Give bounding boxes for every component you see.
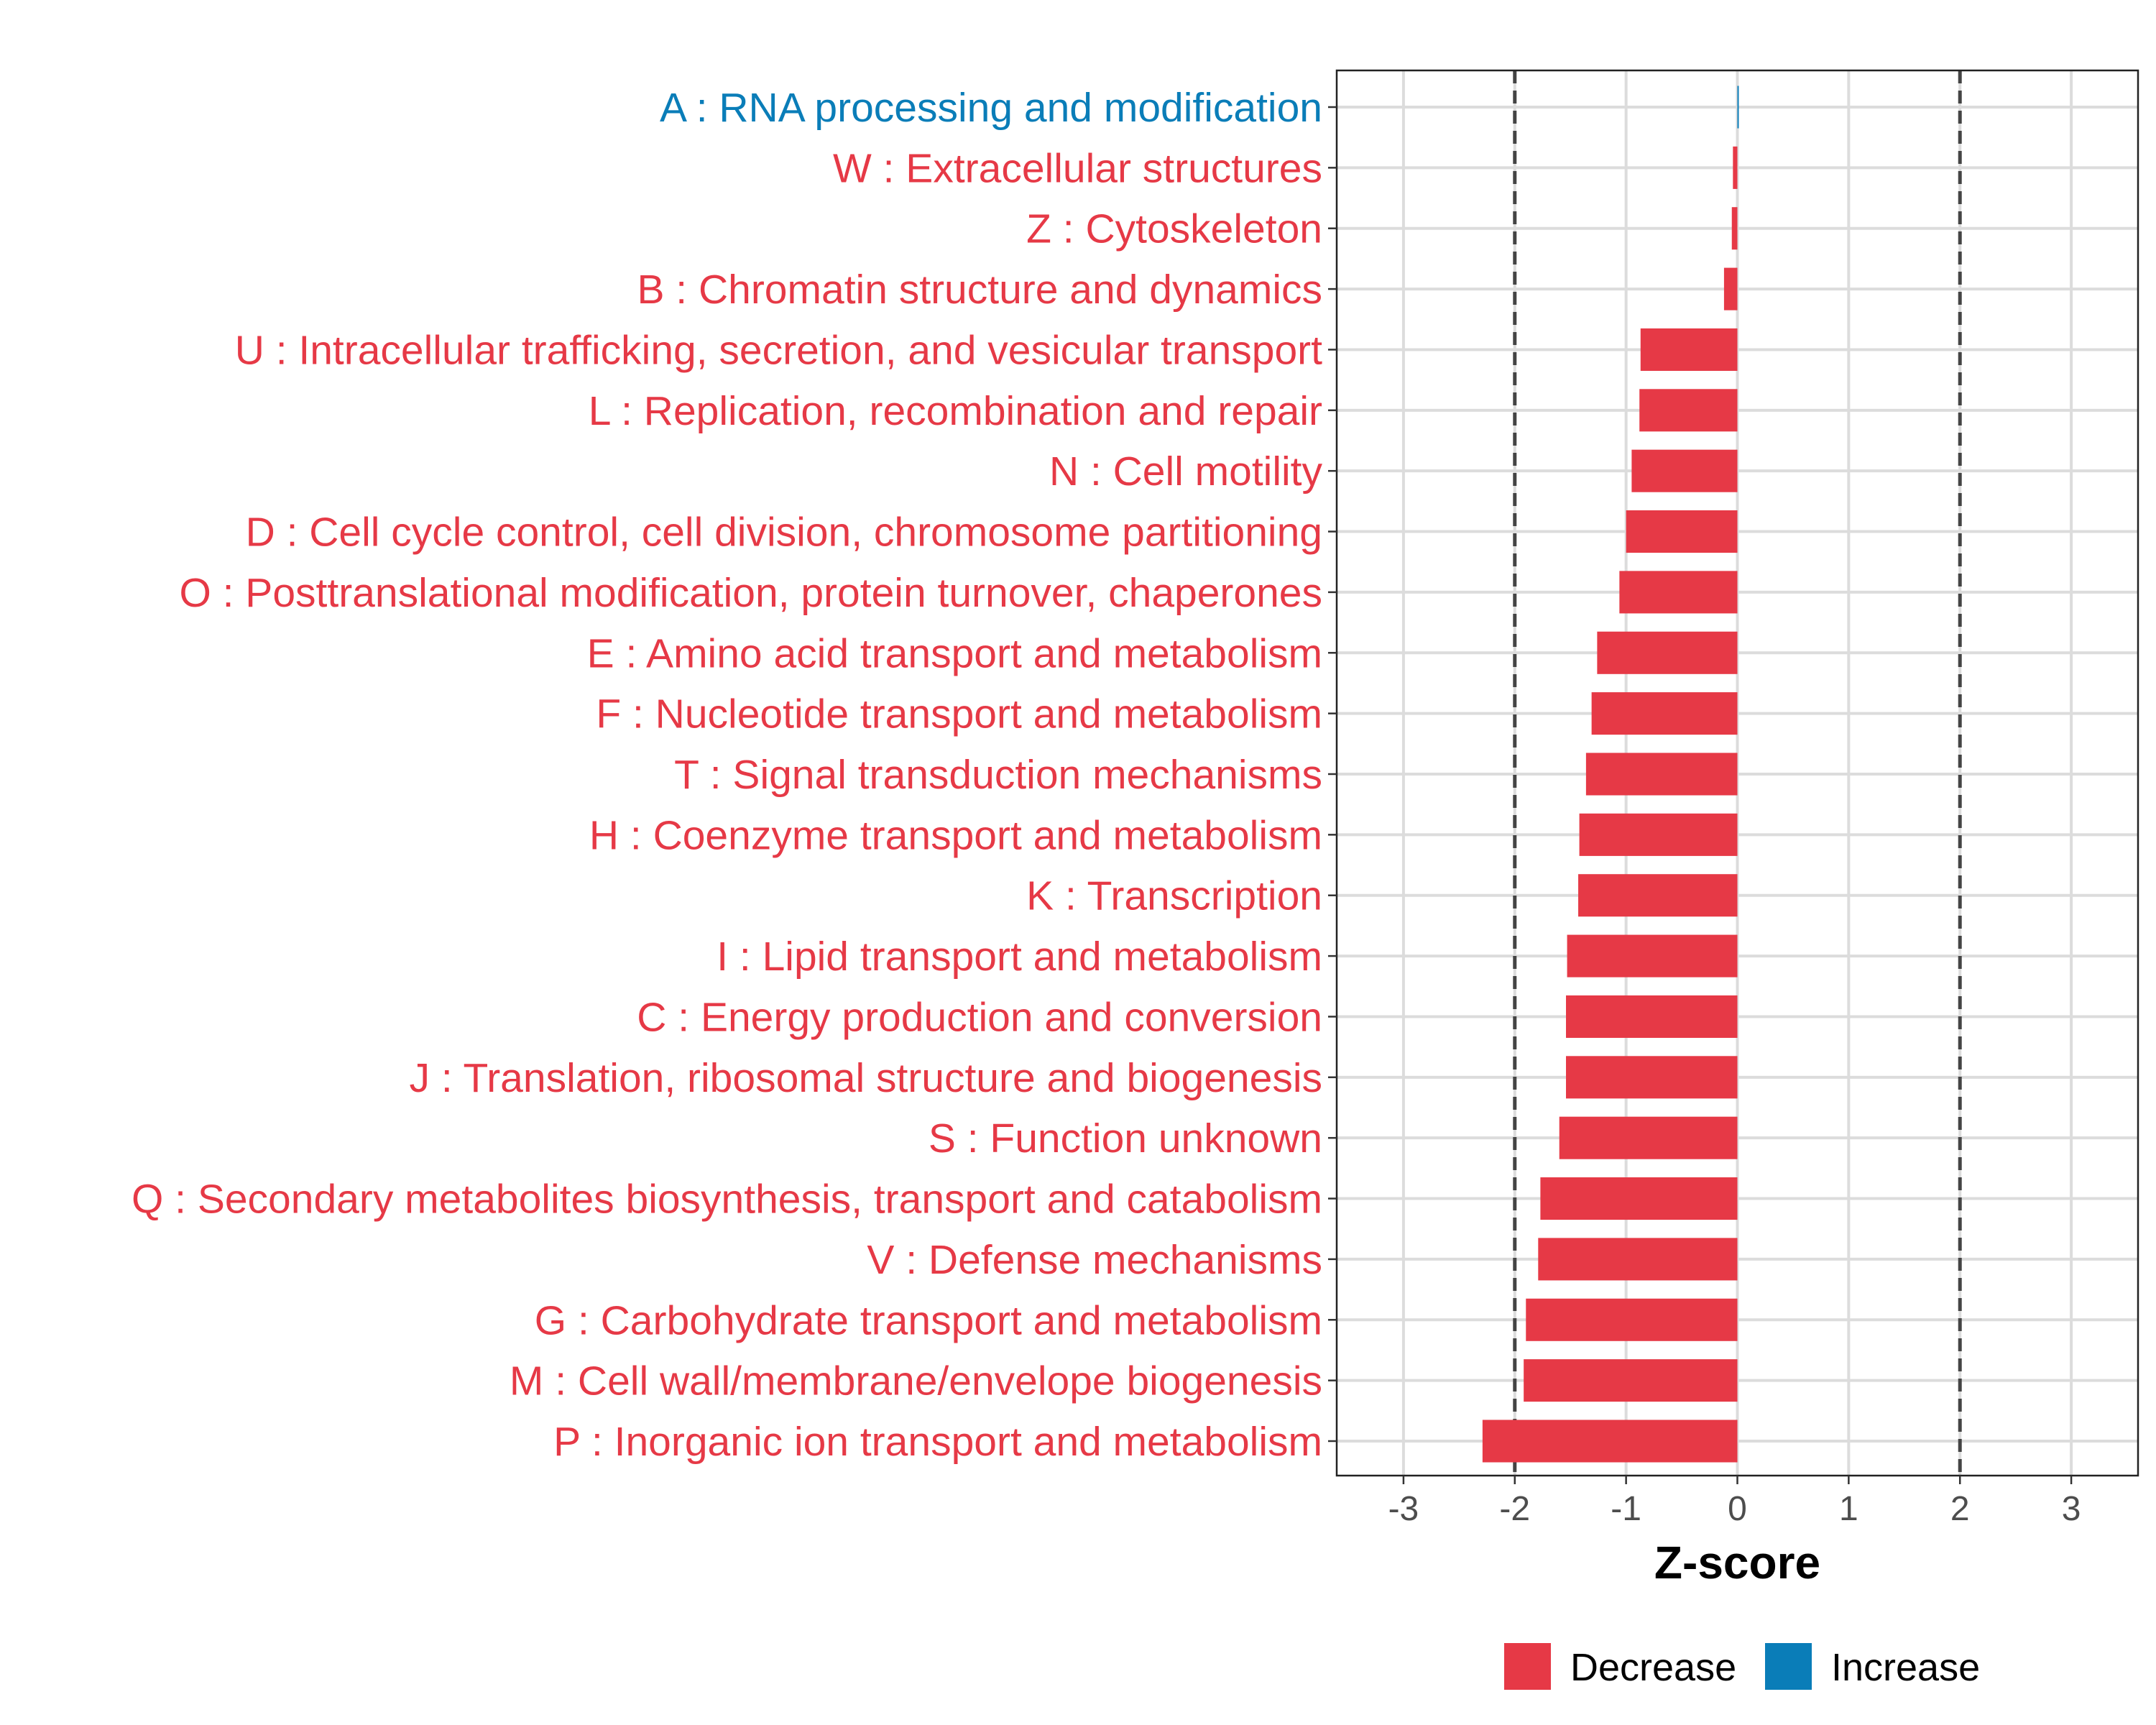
y-axis-label: G : Carbohydrate transport and metabolis… (535, 1297, 1322, 1343)
bar (1733, 146, 1738, 189)
legend-label-decrease: Decrease (1570, 1646, 1736, 1689)
y-axis-label: B : Chromatin structure and dynamics (637, 267, 1322, 313)
y-axis-label: I : Lipid transport and metabolism (717, 934, 1322, 980)
bar (1579, 813, 1738, 856)
x-tick-label: 0 (1728, 1490, 1747, 1528)
x-tick-label: -1 (1611, 1490, 1641, 1528)
bars (1482, 86, 1739, 1463)
y-axis-label: L : Replication, recombination and repai… (589, 388, 1322, 434)
x-tick-label: 2 (1950, 1490, 1970, 1528)
y-axis-label: K : Transcription (1026, 873, 1322, 919)
bar (1631, 449, 1738, 492)
bar (1566, 1056, 1738, 1099)
y-axis-label: J : Translation, ribosomal structure and… (410, 1055, 1322, 1101)
x-tick-label: 3 (2062, 1490, 2081, 1528)
y-axis-label: U : Intracellular trafficking, secretion… (235, 327, 1322, 373)
x-tick-label: -3 (1388, 1490, 1419, 1528)
y-axis-label: F : Nucleotide transport and metabolism (596, 691, 1322, 737)
y-axis-label: N : Cell motility (1049, 448, 1323, 494)
legend-label-increase: Increase (1831, 1646, 1980, 1689)
reference-lines (1513, 70, 1962, 1476)
y-axis-label: S : Function unknown (929, 1116, 1322, 1162)
y-axis-label: M : Cell wall/membrane/envelope biogenes… (510, 1358, 1322, 1404)
y-axis-label: D : Cell cycle control, cell division, c… (246, 510, 1322, 556)
bar (1639, 389, 1738, 432)
legend-swatch-decrease (1504, 1643, 1551, 1690)
bar (1482, 1420, 1738, 1463)
x-tick-label: -2 (1499, 1490, 1530, 1528)
y-axis-label: E : Amino acid transport and metabolism (587, 630, 1322, 676)
bar (1737, 86, 1739, 129)
bar (1578, 874, 1738, 917)
bar (1723, 267, 1738, 310)
bar (1619, 571, 1738, 614)
bar (1526, 1298, 1738, 1341)
y-axis-label: W : Extracellular structures (833, 145, 1322, 191)
bar (1591, 692, 1738, 735)
bar (1540, 1177, 1738, 1220)
bar (1597, 631, 1738, 674)
y-axis-label: P : Inorganic ion transport and metaboli… (553, 1419, 1322, 1465)
bar (1626, 510, 1738, 553)
y-axis-label: T : Signal transduction mechanisms (674, 752, 1322, 798)
bar (1538, 1238, 1738, 1281)
x-axis-title: Z-score (1654, 1537, 1820, 1588)
y-axis-label: Z : Cytoskeleton (1026, 206, 1322, 252)
bar (1566, 995, 1738, 1038)
y-axis-label: A : RNA processing and modification (660, 85, 1322, 131)
bar (1559, 1116, 1738, 1159)
y-axis-label: C : Energy production and conversion (637, 994, 1322, 1040)
y-axis-label: Q : Secondary metabolites biosynthesis, … (132, 1177, 1322, 1223)
x-axis-ticks: -3 -2 -1 0 1 2 3 (1388, 1476, 2081, 1528)
x-tick-label: 1 (1839, 1490, 1858, 1528)
y-axis-label: H : Coenzyme transport and metabolism (589, 812, 1322, 858)
y-axis-label: V : Defense mechanisms (867, 1237, 1322, 1283)
legend: Decrease Increase (1504, 1643, 1980, 1690)
y-axis-labels: A : RNA processing and modification W : E… (132, 85, 1337, 1465)
bar (1585, 753, 1738, 796)
bar (1640, 328, 1738, 371)
bar (1524, 1359, 1738, 1402)
bar (1731, 207, 1738, 250)
legend-swatch-increase (1765, 1643, 1812, 1690)
bar (1567, 934, 1738, 978)
y-axis-label: O : Posttranslational modification, prot… (179, 570, 1322, 616)
